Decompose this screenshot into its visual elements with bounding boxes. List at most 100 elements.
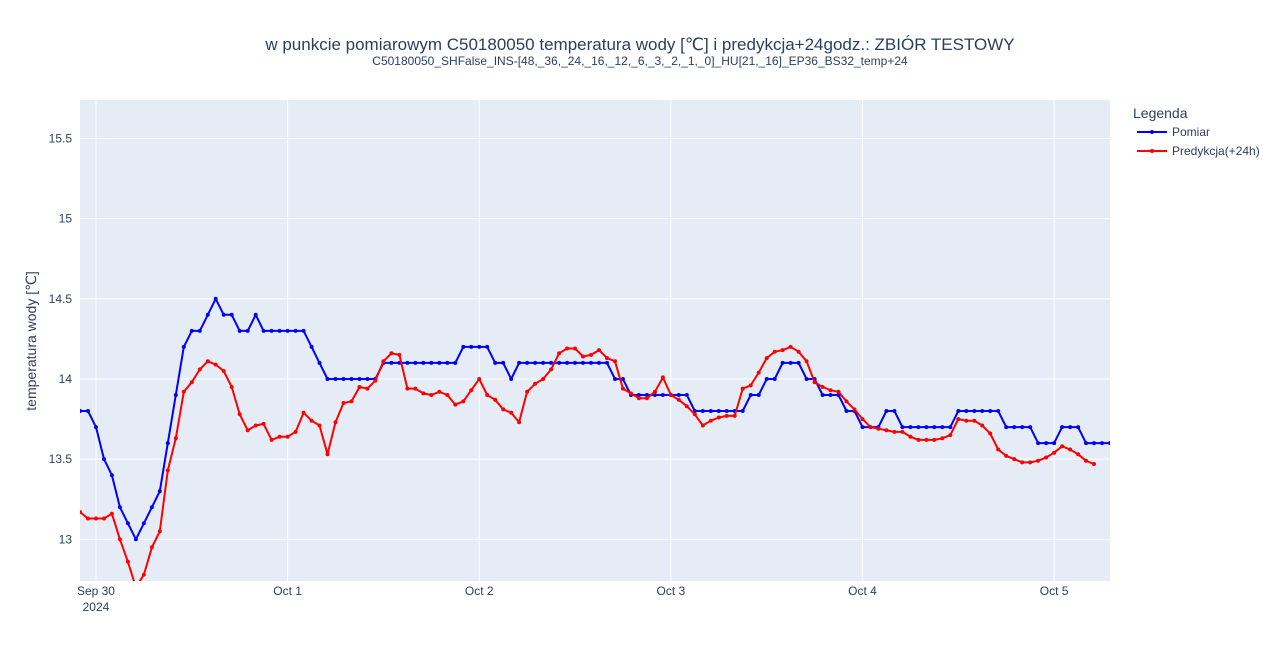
legend-title: Legenda: [1133, 105, 1188, 121]
data-point-predykcja-24h: [892, 429, 897, 434]
data-point-pomiar: [756, 393, 761, 397]
data-point-pomiar: [117, 505, 122, 510]
data-point-predykcja-24h: [628, 391, 633, 396]
data-point-predykcja-24h: [972, 418, 977, 423]
data-point-pomiar: [229, 312, 234, 317]
data-point-predykcja-24h: [924, 437, 929, 442]
data-point-predykcja-24h: [636, 396, 641, 401]
data-point-pomiar: [636, 393, 641, 397]
data-point-predykcja-24h: [1004, 453, 1009, 458]
data-point-predykcja-24h: [94, 516, 98, 521]
data-point-predykcja-24h: [597, 348, 601, 353]
data-point-pomiar: [940, 425, 945, 430]
data-point-predykcja-24h: [86, 516, 90, 521]
data-point-predykcja-24h: [237, 412, 242, 417]
data-point-pomiar: [125, 521, 130, 526]
data-point-predykcja-24h: [405, 386, 410, 391]
legend-marker-pomiar: [1150, 130, 1154, 134]
data-point-predykcja-24h: [517, 420, 522, 425]
data-point-pomiar: [1004, 425, 1009, 430]
data-point-pomiar: [620, 377, 625, 381]
data-point-pomiar: [109, 473, 114, 478]
data-point-predykcja-24h: [668, 393, 673, 397]
data-point-pomiar: [94, 425, 98, 430]
data-point-predykcja-24h: [652, 389, 657, 394]
data-point-pomiar: [900, 425, 905, 430]
data-point-pomiar: [1068, 425, 1073, 430]
data-point-predykcja-24h: [397, 352, 402, 357]
data-point-pomiar: [325, 377, 330, 381]
data-point-predykcja-24h: [948, 433, 953, 438]
legend-marker-predykcja-24h: [1150, 149, 1154, 153]
data-point-predykcja-24h: [613, 359, 617, 364]
data-point-predykcja-24h: [1052, 450, 1057, 455]
data-point-pomiar: [716, 409, 721, 413]
x-tick-label: Oct 5: [1040, 584, 1069, 598]
data-point-predykcja-24h: [716, 415, 721, 420]
data-point-predykcja-24h: [461, 399, 466, 404]
data-point-predykcja-24h: [876, 426, 881, 431]
data-point-pomiar: [461, 344, 466, 349]
y-axis-title: temperatura wody [℃]: [23, 271, 39, 410]
y-tick-label: 14.5: [49, 292, 73, 306]
data-point-pomiar: [820, 393, 825, 397]
data-point-pomiar: [589, 360, 593, 365]
data-point-predykcja-24h: [852, 407, 857, 412]
data-point-pomiar: [237, 328, 242, 333]
data-point-predykcja-24h: [102, 516, 106, 521]
data-point-predykcja-24h: [245, 428, 250, 433]
data-point-pomiar: [549, 360, 554, 365]
data-point-pomiar: [173, 393, 178, 397]
data-point-predykcja-24h: [820, 385, 825, 389]
data-point-predykcja-24h: [964, 418, 969, 423]
data-point-pomiar: [80, 409, 82, 413]
data-point-pomiar: [213, 296, 218, 301]
data-point-predykcja-24h: [269, 437, 274, 442]
data-point-pomiar: [828, 393, 833, 397]
data-point-pomiar: [157, 489, 162, 494]
data-point-predykcja-24h: [1044, 455, 1049, 460]
data-point-predykcja-24h: [916, 437, 921, 442]
data-point-predykcja-24h: [453, 402, 458, 407]
data-point-predykcja-24h: [1012, 457, 1017, 462]
data-point-pomiar: [1052, 441, 1057, 446]
data-point-pomiar: [181, 344, 186, 349]
data-point-predykcja-24h: [1028, 460, 1033, 465]
data-point-pomiar: [149, 505, 154, 510]
data-point-pomiar: [445, 360, 450, 365]
data-point-pomiar: [996, 409, 1001, 413]
grid: [80, 100, 1110, 581]
data-point-pomiar: [133, 537, 138, 542]
data-point-predykcja-24h: [581, 354, 585, 359]
y-tick-label: 14: [59, 372, 73, 386]
data-point-predykcja-24h: [748, 383, 753, 388]
data-point-pomiar: [932, 425, 937, 430]
data-point-pomiar: [1092, 441, 1096, 446]
data-point-pomiar: [333, 377, 338, 381]
data-point-pomiar: [405, 360, 410, 365]
data-point-predykcja-24h: [501, 407, 506, 412]
data-point-predykcja-24h: [756, 370, 761, 375]
data-point-pomiar: [365, 377, 370, 381]
data-point-pomiar: [708, 409, 713, 413]
data-point-predykcja-24h: [533, 381, 538, 386]
chart-subtitle: C50180050_SHFalse_INS-[48,_36,_24,_16,_1…: [372, 54, 908, 68]
data-point-pomiar: [700, 409, 705, 413]
data-point-predykcja-24h: [141, 572, 146, 577]
data-point-predykcja-24h: [309, 418, 314, 423]
data-point-pomiar: [277, 328, 282, 333]
data-point-predykcja-24h: [421, 391, 426, 396]
data-point-predykcja-24h: [780, 348, 785, 353]
x-tick-sublabel: 2024: [83, 600, 110, 614]
data-point-pomiar: [205, 312, 210, 317]
data-point-pomiar: [141, 521, 146, 526]
data-point-predykcja-24h: [844, 399, 849, 404]
data-point-pomiar: [557, 360, 562, 365]
data-point-pomiar: [421, 360, 426, 365]
data-point-predykcja-24h: [1068, 447, 1073, 452]
data-point-predykcja-24h: [173, 436, 178, 441]
data-point-pomiar: [317, 360, 322, 365]
legend-items: Pomiar Predykcja(+24h): [1137, 125, 1260, 158]
data-point-predykcja-24h: [213, 362, 218, 367]
data-point-pomiar: [221, 312, 226, 317]
